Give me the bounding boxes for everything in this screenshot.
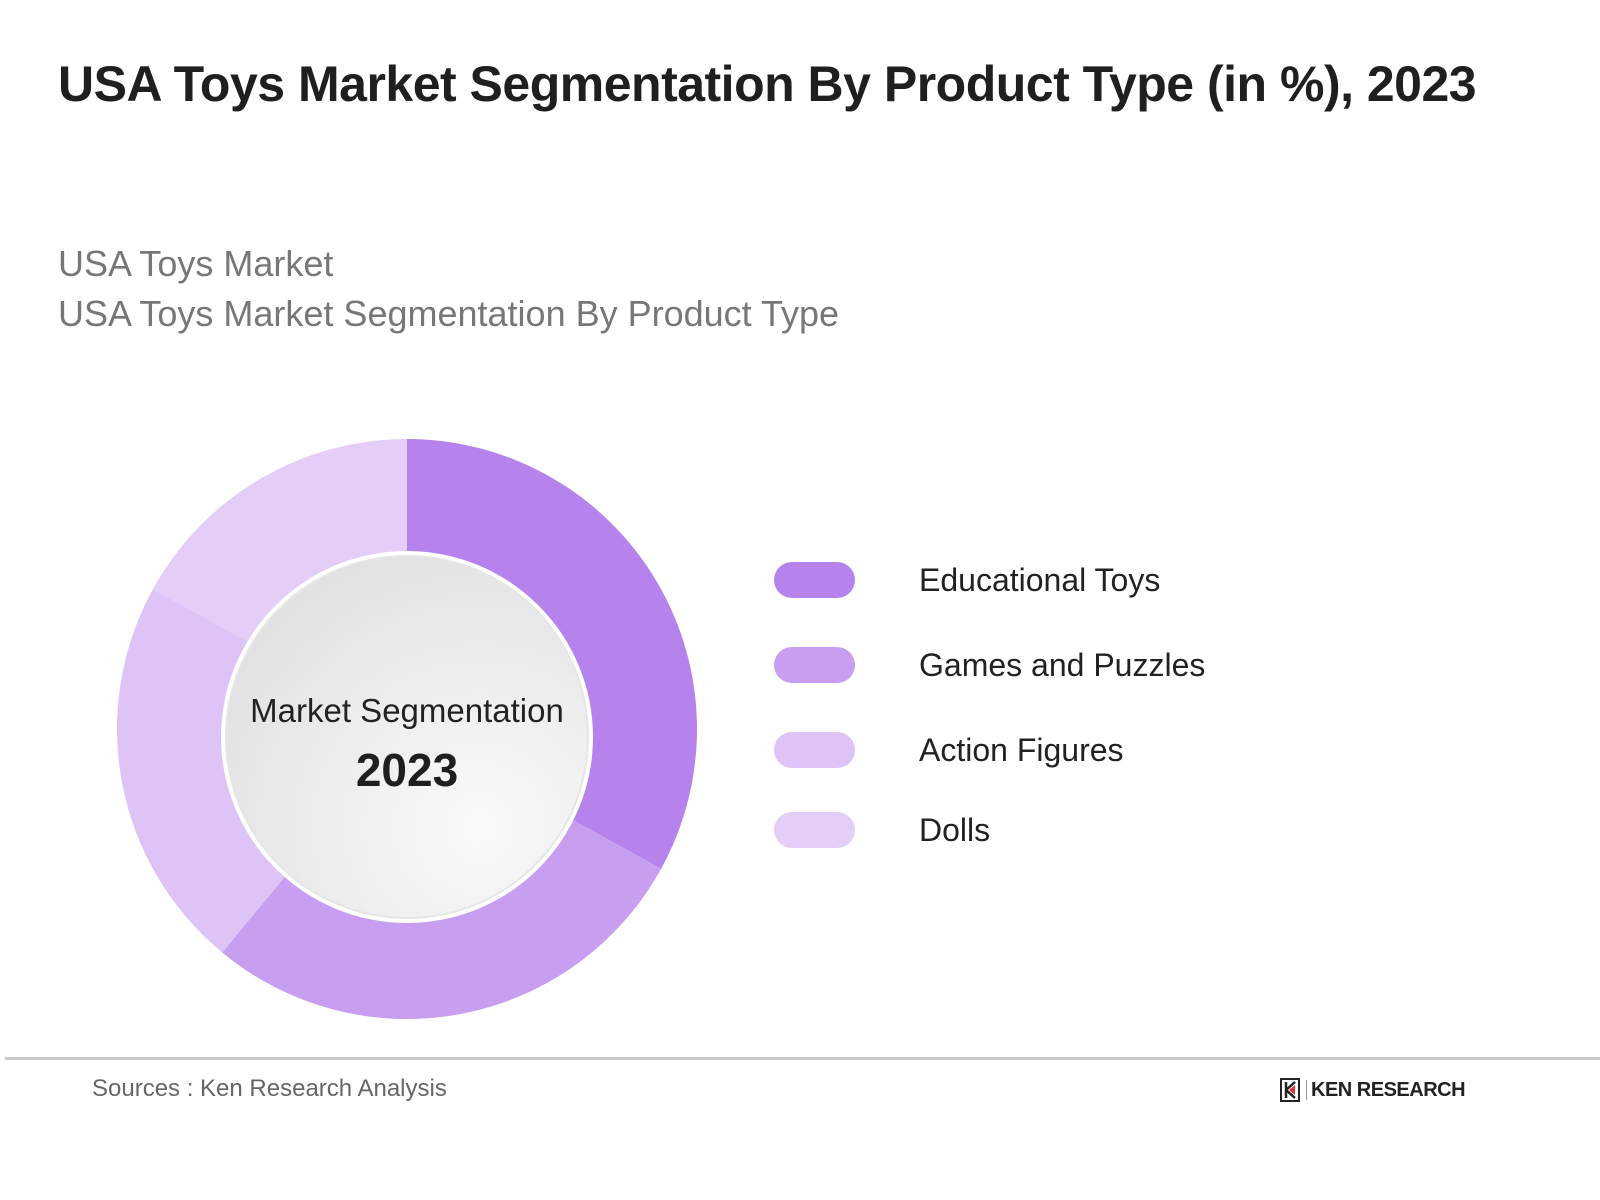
chart-subtitle-2: USA Toys Market Segmentation By Product … [58,293,840,334]
legend-item: Games and Puzzles [774,646,1205,684]
legend-swatch [774,647,855,683]
donut-hole [225,555,589,919]
legend-item: Action Figures [774,731,1124,769]
source-note: Sources : Ken Research Analysis [92,1075,447,1102]
legend-label: Games and Puzzles [919,646,1206,683]
legend-swatch [774,812,855,848]
logo-text: KEN RESEARCH [1311,1078,1466,1101]
legend-swatch [774,562,855,598]
legend-swatch [774,732,855,768]
legend-label: Action Figures [919,731,1124,768]
center-label: Market Segmentation [250,692,564,729]
chart-title: USA Toys Market Segmentation By Product … [58,56,1477,112]
legend-label: Dolls [919,811,991,848]
legend-label: Educational Toys [919,561,1161,598]
center-value: 2023 [355,744,459,796]
legend-item: Dolls [774,811,990,849]
legend-item: Educational Toys [774,561,1160,599]
footer-divider [5,1057,1600,1060]
chart-subtitle-1: USA Toys Market [58,243,334,284]
ken-research-logo: KEN RESEARCH [1280,1078,1466,1102]
logo-icon [1280,1078,1300,1102]
